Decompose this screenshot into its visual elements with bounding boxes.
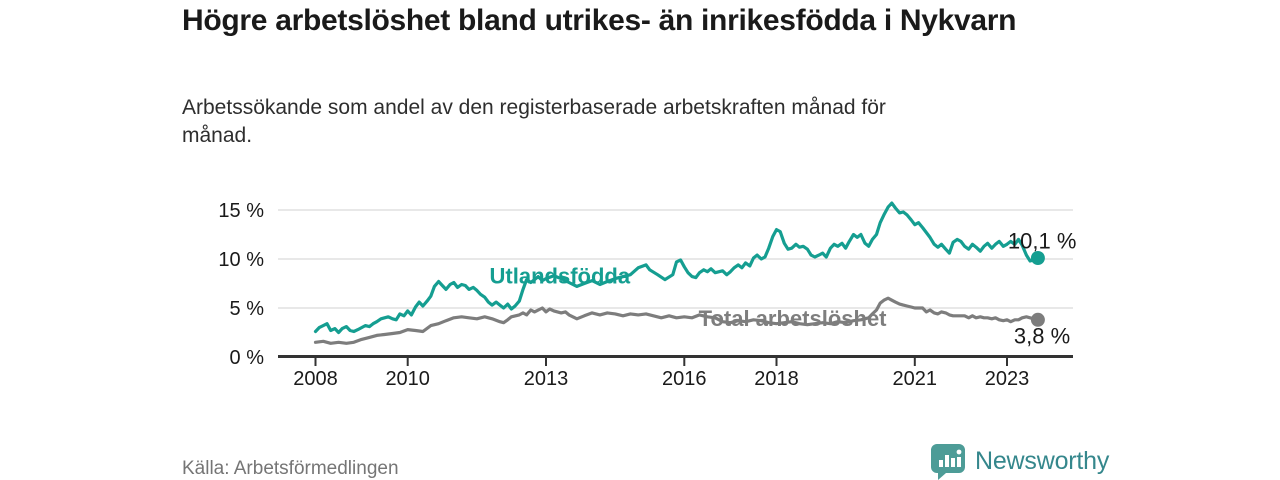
series-end-value-total-arbetsloshet: 3,8 % xyxy=(1014,323,1070,348)
series-end-dot-utlandsfodda xyxy=(1030,251,1045,265)
y-axis-label: 15 % xyxy=(218,200,264,222)
series-end-dot-total-arbetsloshet xyxy=(1030,312,1045,327)
x-axis-label: 2021 xyxy=(893,368,938,390)
brand-name: Newsworthy xyxy=(975,447,1110,475)
x-axis-label: 2013 xyxy=(524,368,569,390)
dot xyxy=(956,449,962,455)
page-title: Högre arbetslöshet bland utrikes- än inr… xyxy=(182,4,1017,37)
x-axis-label: 2010 xyxy=(385,368,430,390)
x-axis-label: 2023 xyxy=(985,368,1030,390)
y-axis-label: 0 % xyxy=(230,347,265,369)
x-axis-label: 2018 xyxy=(754,368,799,390)
bar-3 xyxy=(951,458,955,467)
bar-2 xyxy=(945,455,949,467)
series-label-total-arbetsloshet: Total arbetslöshet xyxy=(699,306,888,331)
brand-logo: Newsworthy xyxy=(930,443,1109,480)
series-line-total-arbetsloshet xyxy=(313,296,1040,345)
x-axis-label: 2008 xyxy=(293,368,338,390)
series-end-value-utlandsfodda: 10,1 % xyxy=(1008,229,1077,254)
bar-1 xyxy=(939,460,943,467)
bar-4 xyxy=(957,457,961,467)
y-axis-label: 5 % xyxy=(230,298,265,320)
chart-subtitle: Arbetssökande som andel av den registerb… xyxy=(182,96,886,147)
newsworthy-icon xyxy=(931,444,965,480)
series-label-utlandsfodda: Utlandsfödda xyxy=(490,264,631,289)
y-axis-label: 10 % xyxy=(218,249,264,271)
series-line-utlandsfodda xyxy=(313,201,1040,335)
x-axis-label: 2016 xyxy=(662,368,707,390)
source-note: Källa: Arbetsförmedlingen xyxy=(182,458,399,479)
